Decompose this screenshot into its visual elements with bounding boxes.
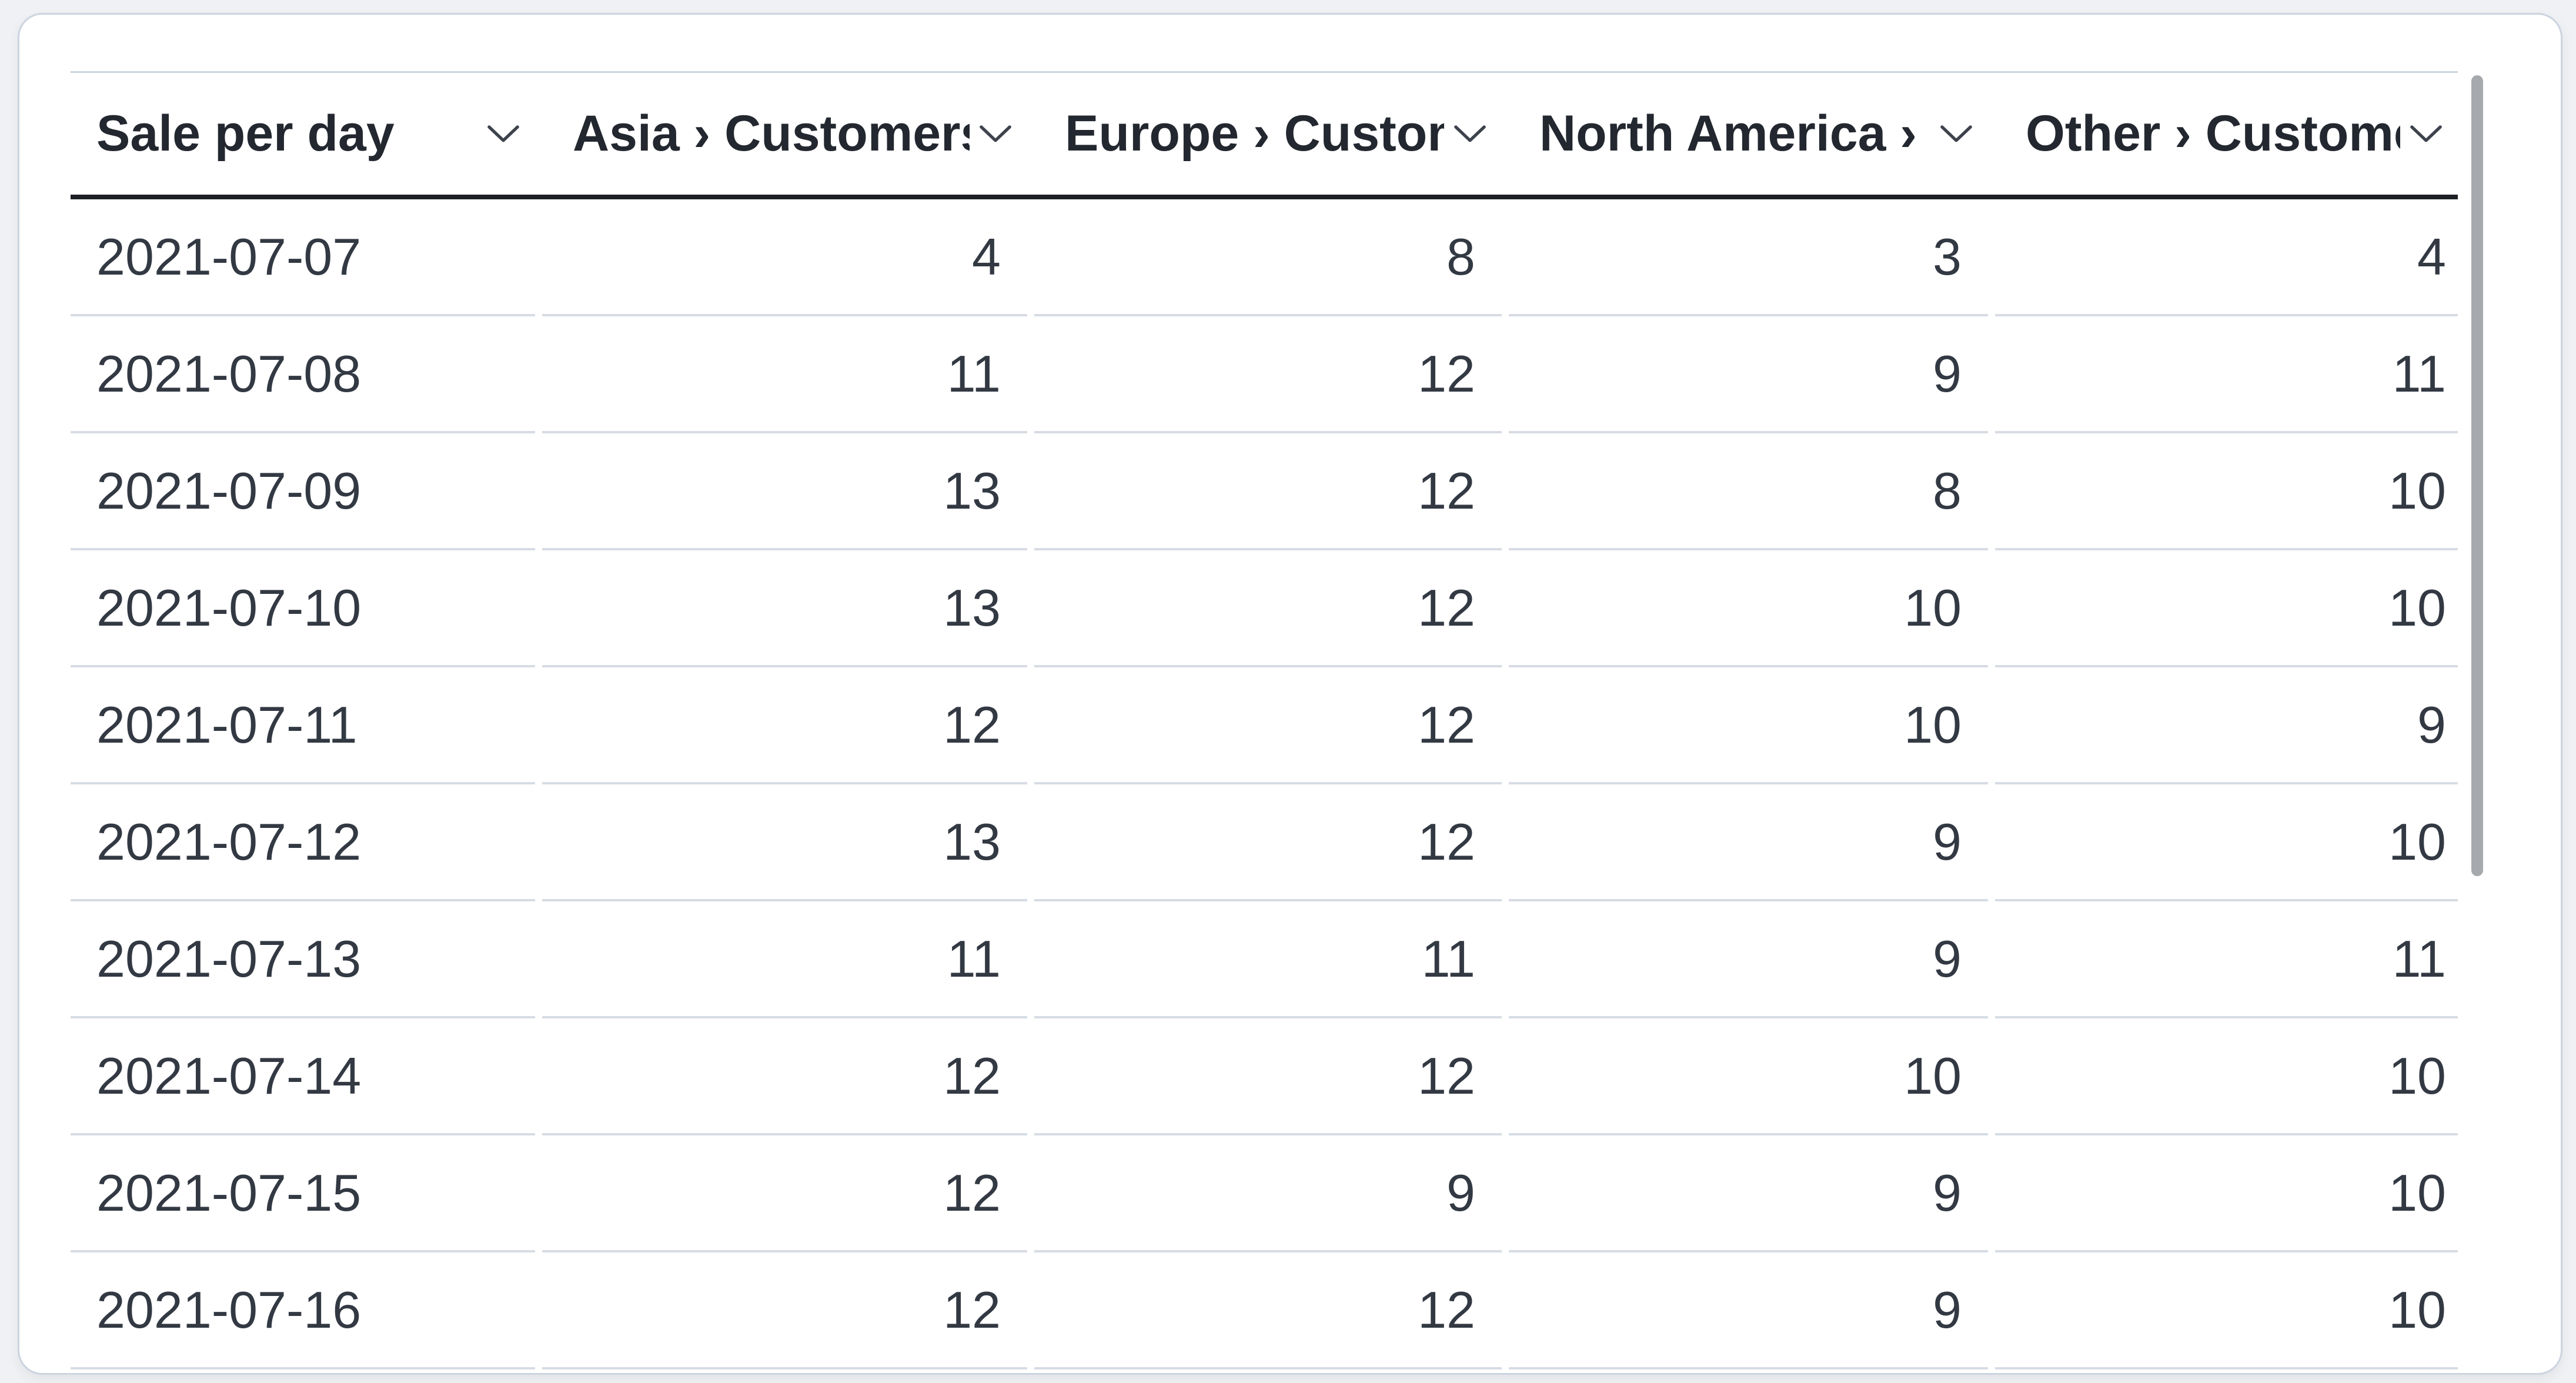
column-header-north-america-customers[interactable]: North America › Customers — [1509, 73, 1988, 195]
value-cell[interactable]: 10 — [1509, 667, 1988, 784]
chevron-down-icon[interactable] — [1939, 124, 1973, 144]
value-cell[interactable]: 11 — [1995, 901, 2458, 1018]
value-cell[interactable]: 11 — [542, 901, 1027, 1018]
date-cell[interactable]: 2021-07-09 — [71, 433, 535, 550]
table-row: 2021-07-10 13 12 10 10 — [71, 550, 2458, 667]
table-row: 2021-07-14 12 12 10 10 — [71, 1018, 2458, 1135]
table-row: 2021-07-16 12 12 9 10 — [71, 1252, 2458, 1369]
column-header-sale-per-day[interactable]: Sale per day — [71, 73, 535, 195]
column-header-label: North America › Customers — [1539, 105, 1930, 162]
value-cell[interactable]: 10 — [1995, 784, 2458, 901]
value-cell[interactable]: 9 — [1509, 901, 1988, 1018]
value-cell[interactable]: 10 — [1995, 550, 2458, 667]
table-row: 2021-07-07 4 8 3 4 — [71, 199, 2458, 316]
column-header-label: Europe › Customers — [1065, 105, 1444, 162]
date-cell[interactable]: 2021-07-14 — [71, 1018, 535, 1135]
value-cell[interactable]: 9 — [1509, 1252, 1988, 1369]
value-cell[interactable]: 10 — [1509, 550, 1988, 667]
value-cell[interactable]: 4 — [1995, 199, 2458, 316]
table-header-row: Sale per day Asia › Customers Europe › Cus… — [71, 71, 2458, 199]
column-header-europe-customers[interactable]: Europe › Customers — [1034, 73, 1502, 195]
value-cell[interactable]: 10 — [1995, 1135, 2458, 1252]
value-cell[interactable]: 4 — [542, 199, 1027, 316]
table-row: 2021-07-11 12 12 10 9 — [71, 667, 2458, 784]
value-cell[interactable]: 12 — [542, 1018, 1027, 1135]
value-cell[interactable]: 9 — [1509, 316, 1988, 433]
date-cell[interactable]: 2021-07-15 — [71, 1135, 535, 1252]
value-cell[interactable]: 10 — [1509, 1018, 1988, 1135]
value-cell[interactable]: 11 — [1995, 316, 2458, 433]
date-cell[interactable]: 2021-07-11 — [71, 667, 535, 784]
value-cell[interactable]: 13 — [542, 784, 1027, 901]
column-header-label: Sale per day — [96, 105, 395, 162]
value-cell[interactable]: 12 — [1034, 316, 1502, 433]
value-cell[interactable]: 12 — [542, 1252, 1027, 1369]
value-cell[interactable]: 12 — [1034, 550, 1502, 667]
value-cell[interactable]: 13 — [542, 433, 1027, 550]
table-row: 2021-07-08 11 12 9 11 — [71, 316, 2458, 433]
column-header-asia-customers[interactable]: Asia › Customers — [542, 73, 1027, 195]
value-cell[interactable]: 9 — [1034, 1135, 1502, 1252]
value-cell[interactable]: 9 — [1509, 1135, 1988, 1252]
value-cell[interactable]: 8 — [1034, 199, 1502, 316]
table-row: 2021-07-09 13 12 8 10 — [71, 433, 2458, 550]
table-row: 2021-07-12 13 12 9 10 — [71, 784, 2458, 901]
date-cell[interactable]: 2021-07-08 — [71, 316, 535, 433]
value-cell[interactable]: 12 — [1034, 1252, 1502, 1369]
column-header-other-customers[interactable]: Other › Customers — [1995, 73, 2458, 195]
table-card: Sale per day Asia › Customers Europe › Cus… — [18, 13, 2562, 1375]
value-cell[interactable]: 13 — [542, 550, 1027, 667]
data-table: Sale per day Asia › Customers Europe › Cus… — [71, 71, 2458, 1369]
chevron-down-icon[interactable] — [978, 124, 1013, 144]
column-header-label: Other › Customers — [2026, 105, 2400, 162]
value-cell[interactable]: 10 — [1995, 1252, 2458, 1369]
date-cell[interactable]: 2021-07-07 — [71, 199, 535, 316]
value-cell[interactable]: 12 — [1034, 667, 1502, 784]
date-cell[interactable]: 2021-07-13 — [71, 901, 535, 1018]
table-row: 2021-07-13 11 11 9 11 — [71, 901, 2458, 1018]
date-cell[interactable]: 2021-07-10 — [71, 550, 535, 667]
date-cell[interactable]: 2021-07-12 — [71, 784, 535, 901]
value-cell[interactable]: 12 — [542, 1135, 1027, 1252]
value-cell[interactable]: 12 — [1034, 1018, 1502, 1135]
chevron-down-icon[interactable] — [2409, 124, 2443, 144]
value-cell[interactable]: 8 — [1509, 433, 1988, 550]
chevron-down-icon[interactable] — [486, 124, 520, 144]
value-cell[interactable]: 3 — [1509, 199, 1988, 316]
value-cell[interactable]: 9 — [1995, 667, 2458, 784]
value-cell[interactable]: 9 — [1509, 784, 1988, 901]
value-cell[interactable]: 12 — [1034, 784, 1502, 901]
chevron-down-icon[interactable] — [1453, 124, 1487, 144]
value-cell[interactable]: 10 — [1995, 433, 2458, 550]
value-cell[interactable]: 10 — [1995, 1018, 2458, 1135]
date-cell[interactable]: 2021-07-16 — [71, 1252, 535, 1369]
vertical-scrollbar[interactable] — [2471, 75, 2483, 876]
value-cell[interactable]: 11 — [542, 316, 1027, 433]
value-cell[interactable]: 11 — [1034, 901, 1502, 1018]
value-cell[interactable]: 12 — [542, 667, 1027, 784]
column-header-label: Asia › Customers — [573, 105, 970, 162]
table-row: 2021-07-15 12 9 9 10 — [71, 1135, 2458, 1252]
value-cell[interactable]: 12 — [1034, 433, 1502, 550]
table-body: 2021-07-07 4 8 3 4 2021-07-08 11 12 9 11 2021-07-0… — [71, 199, 2458, 1369]
